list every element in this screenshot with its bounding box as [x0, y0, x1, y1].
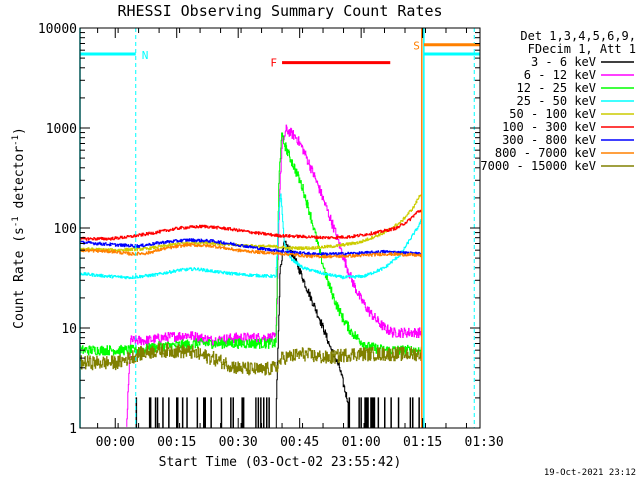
- x-tick-label: 01:30: [465, 435, 504, 450]
- annotation-label: N: [142, 49, 149, 62]
- legend-label: 3 - 6 keV: [531, 55, 596, 69]
- legend-label: 800 - 7000 keV: [495, 146, 596, 160]
- legend: Det 1,3,4,5,6,9,FDecim 1, Att 13 - 6 keV…: [480, 29, 636, 173]
- legend-label: 50 - 100 keV: [509, 107, 596, 121]
- legend-label: 7000 - 15000 keV: [480, 159, 596, 173]
- y-axis-label-sup1: -1: [11, 216, 21, 227]
- legend-label: 300 - 800 keV: [502, 133, 596, 147]
- y-tick-label: 1: [69, 422, 77, 437]
- legend-header: FDecim 1, Att 1: [528, 42, 636, 56]
- series-line: [126, 124, 422, 427]
- legend-label: 100 - 300 keV: [502, 120, 596, 134]
- x-tick-label: 00:45: [280, 435, 319, 450]
- series-line: [80, 209, 422, 241]
- y-tick-label: 10: [61, 322, 77, 337]
- legend-label: 6 - 12 keV: [524, 68, 596, 82]
- x-tick-label: 01:15: [403, 435, 442, 450]
- y-axis-label-end: ): [12, 127, 27, 135]
- series-line: [80, 193, 422, 280]
- x-tick-label: 00:30: [219, 435, 258, 450]
- y-axis-label-sup2: -1: [11, 135, 21, 146]
- y-axis-label-main: Count Rate (s: [12, 227, 27, 329]
- legend-label: 25 - 50 keV: [517, 94, 596, 108]
- y-axis-label-mid: detector: [12, 146, 27, 217]
- chart-title: RHESSI Observing Summary Count Rates: [117, 2, 442, 20]
- y-tick-label: 100: [54, 222, 77, 237]
- y-tick-label: 10000: [38, 22, 77, 37]
- annotation-label: S: [413, 40, 420, 53]
- annotation-label: F: [270, 57, 277, 70]
- x-tick-label: 01:00: [342, 435, 381, 450]
- series-line: [80, 132, 422, 356]
- axis-layer: 1 10 100 1000 10000 00:00 00:15 00:30 00:45 01:00…: [38, 22, 504, 450]
- series-line: [80, 242, 422, 259]
- x-tick-label: 00:15: [157, 435, 196, 450]
- y-axis-label: Count Rate (s-1 detector-1): [11, 127, 27, 329]
- timestamp: 19-Oct-2021 23:12: [544, 468, 636, 478]
- legend-header: Det 1,3,4,5,6,9,: [520, 29, 636, 43]
- series-line: [80, 238, 422, 256]
- series-line: [80, 343, 422, 376]
- x-axis-label: Start Time (03-Oct-02 23:55:42): [159, 455, 402, 470]
- x-tick-label: 00:00: [96, 435, 135, 450]
- y-tick-label: 1000: [46, 122, 77, 137]
- legend-label: 12 - 25 keV: [517, 81, 596, 95]
